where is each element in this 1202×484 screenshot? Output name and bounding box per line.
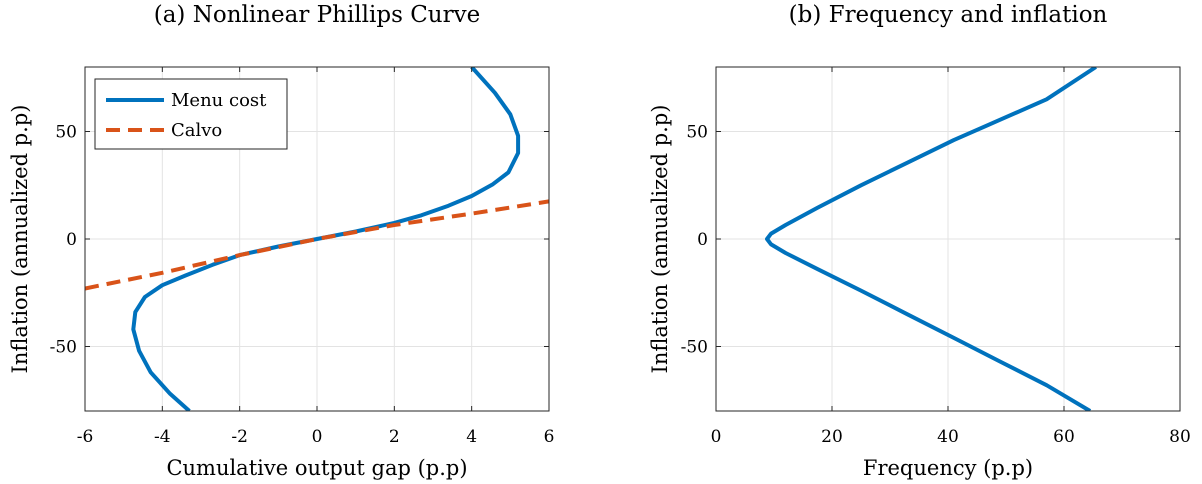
y-tick-label: 0 [66,230,77,250]
grid [715,67,1181,411]
series-line-calvo [85,199,549,291]
x-tick-label: 80 [1169,427,1191,447]
series-line-menu-cost [131,67,521,411]
y-axis-label: Inflation (annualized p.p) [8,105,32,374]
series-group [765,67,1097,411]
legend-label-menu-cost: Menu cost [171,90,267,111]
series-group [85,67,549,411]
series-line-frequency [765,67,1097,411]
y-tick-label: 0 [697,230,708,250]
x-tick-label: 60 [1053,427,1075,447]
panel-phillips-curve: (a) Nonlinear Phillips Curve -6 -4 -2 0 2 4 6-… [8,2,554,480]
ticks: -6 -4 -2 0 2 4 6 -50 0 50 [50,67,555,447]
x-tick-label: -2 [231,427,248,447]
ticks: 0 20 40 60 80 -50 0 50 [681,67,1191,447]
y-tick-label: -50 [681,338,708,358]
panel-frequency-inflation: (b) Frequency and inflation 0 20 40 60 80 -50… [648,2,1191,480]
y-tick-label: -50 [50,338,77,358]
y-tick-label: 50 [55,123,77,143]
x-tick-label: 40 [937,427,959,447]
y-tick-label: 50 [686,123,708,143]
x-tick-label: 0 [711,427,722,447]
x-tick-label: 20 [821,427,843,447]
chart-title: (a) Nonlinear Phillips Curve [154,2,480,28]
x-tick-label: 6 [544,427,555,447]
y-axis-label: Inflation (annualized p.p) [648,105,672,374]
x-tick-label: 0 [312,427,323,447]
x-tick-label: 2 [389,427,400,447]
legend: Menu cost Calvo [94,78,288,150]
legend-label-calvo: Calvo [171,120,222,141]
x-tick-label: 4 [466,427,477,447]
x-axis-label: Cumulative output gap (p.p) [166,456,467,480]
x-tick-label: -4 [154,427,171,447]
legend-box [94,78,288,150]
x-axis-label: Frequency (p.p) [863,456,1033,480]
chart-title: (b) Frequency and inflation [789,2,1108,28]
x-tick-label: -6 [77,427,94,447]
